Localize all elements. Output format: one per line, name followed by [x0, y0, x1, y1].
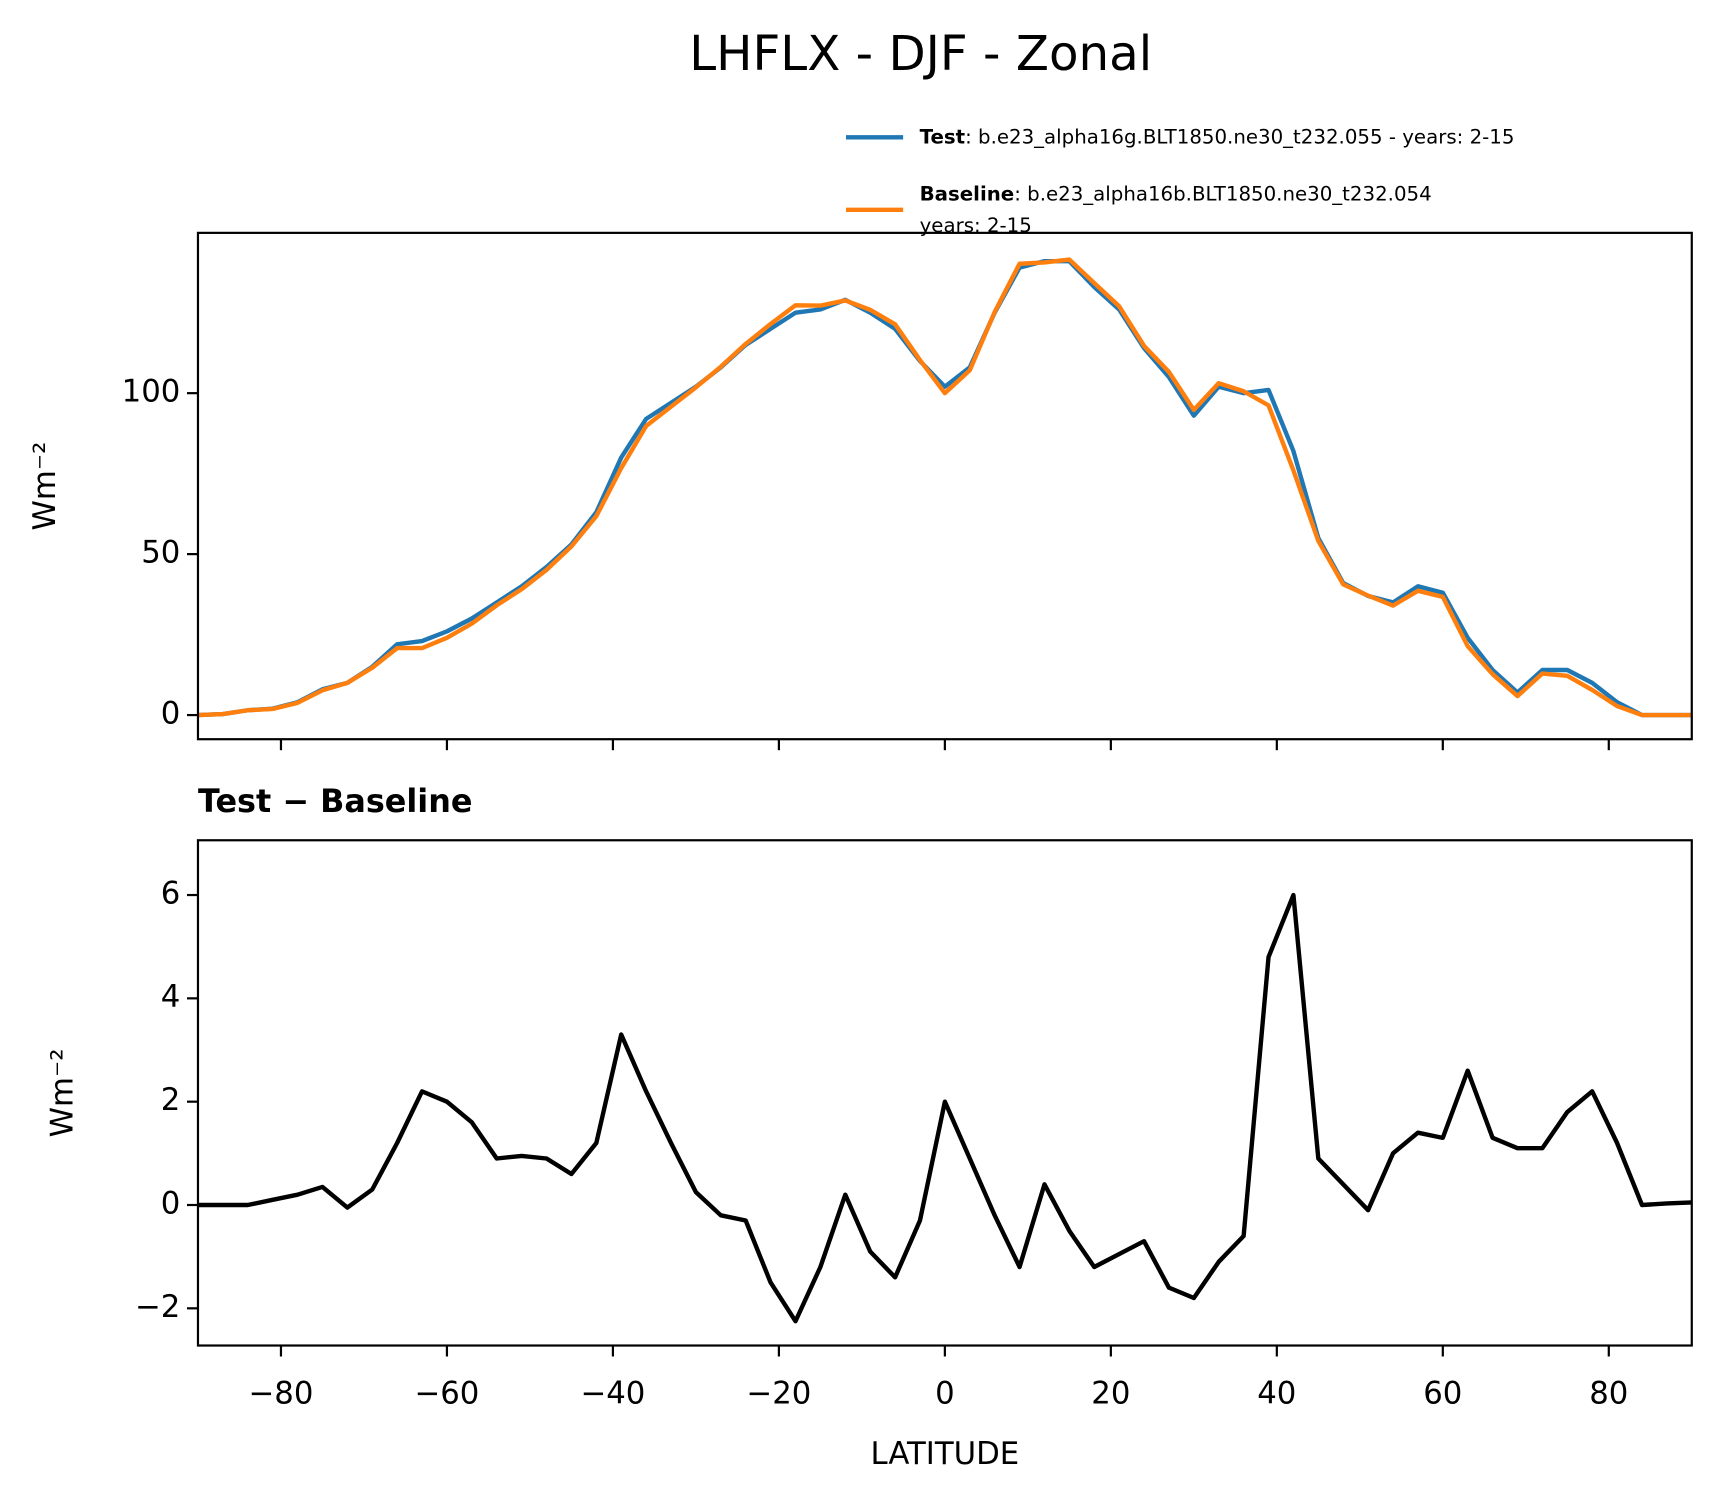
y-tick-label: 50 [141, 535, 180, 571]
legend-label: Baseline: b.e23_alpha16b.BLT1850.ne30_t2… [920, 182, 1432, 205]
y-tick-label: 2 [161, 1082, 181, 1118]
x-tick-label: −40 [580, 1375, 645, 1411]
y-axis-label: Wm⁻² [27, 442, 63, 531]
legend-text: : b.e23_alpha16b.BLT1850.ne30_t232.054 [1014, 182, 1431, 205]
chart-title: LHFLX - DJF - Zonal [689, 26, 1152, 82]
y-tick-label: 6 [161, 876, 181, 912]
legend-name: Baseline [920, 182, 1015, 205]
x-tick-label: −20 [746, 1375, 811, 1411]
legend-text: years: 2-15 [920, 214, 1032, 237]
axes-frame [196, 231, 1693, 741]
x-tick-label: 20 [1091, 1375, 1130, 1411]
x-tick-label: −80 [249, 1375, 314, 1411]
x-tick-label: −60 [414, 1375, 479, 1411]
panel-title: Test − Baseline [198, 782, 473, 820]
x-tick-label: 60 [1423, 1375, 1462, 1411]
legend-label: Test: b.e23_alpha16g.BLT1850.ne30_t232.0… [920, 125, 1515, 148]
y-tick-label: 100 [122, 374, 181, 410]
series-line [197, 892, 1692, 1324]
y-tick-label: −2 [135, 1289, 180, 1325]
x-tick-label: 40 [1257, 1375, 1296, 1411]
y-axis-label: Wm⁻² [44, 1048, 80, 1137]
series-line [197, 258, 1692, 718]
legend-name: Test [920, 125, 965, 148]
y-tick-label: 0 [161, 1185, 181, 1221]
x-axis-label: LATITUDE [870, 1436, 1019, 1472]
y-tick-label: 0 [161, 696, 181, 732]
legend-text: : b.e23_alpha16g.BLT1850.ne30_t232.055 -… [965, 125, 1514, 148]
series-line [197, 257, 1692, 718]
x-tick-label: 0 [935, 1375, 955, 1411]
y-tick-label: 4 [161, 979, 181, 1015]
axes-frame [196, 839, 1693, 1347]
x-tick-label: 80 [1589, 1375, 1628, 1411]
